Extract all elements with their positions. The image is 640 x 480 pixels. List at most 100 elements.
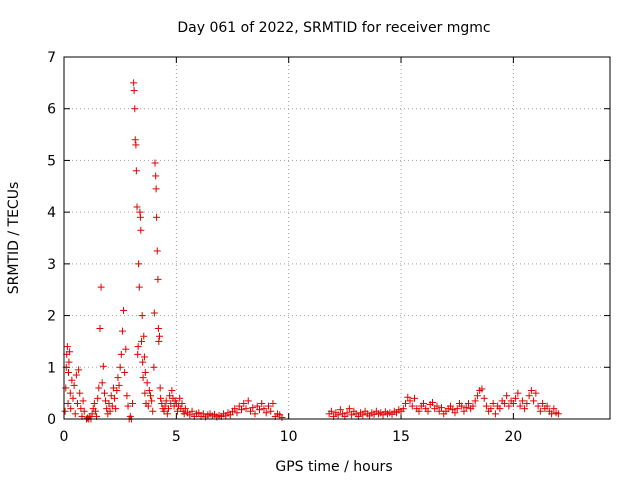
data-point	[334, 411, 342, 419]
data-point	[99, 362, 107, 370]
data-point	[115, 381, 123, 389]
data-point	[226, 411, 234, 419]
data-point	[255, 406, 263, 414]
data-point	[91, 407, 99, 415]
data-point	[131, 105, 139, 113]
data-point	[69, 394, 77, 402]
data-point	[249, 404, 257, 412]
data-point	[489, 399, 497, 407]
data-point	[131, 136, 139, 144]
chart-title: Day 061 of 2022, SRMTID for receiver mgm…	[177, 20, 490, 36]
data-point	[525, 392, 533, 400]
data-point	[478, 385, 486, 393]
data-point	[113, 387, 121, 395]
data-point	[66, 348, 74, 356]
data-point	[514, 389, 522, 397]
data-point	[482, 402, 490, 410]
data-point	[462, 404, 470, 412]
data-point	[111, 394, 119, 402]
data-point	[154, 275, 162, 283]
y-tick-label: 5	[47, 153, 56, 169]
y-axis-label: SRMTID / TECUs	[6, 182, 22, 295]
x-tick-label: 0	[60, 429, 69, 445]
data-point	[151, 159, 159, 167]
data-point	[150, 309, 158, 317]
data-point	[359, 411, 367, 419]
data-point	[135, 283, 143, 291]
data-point	[132, 167, 140, 175]
data-point	[96, 325, 104, 332]
data-point	[129, 399, 137, 407]
data-point	[73, 399, 81, 407]
data-point	[94, 394, 102, 402]
data-point	[186, 411, 194, 419]
data-point	[176, 394, 184, 402]
data-point	[231, 405, 239, 413]
data-point	[428, 398, 436, 406]
data-point	[238, 406, 246, 414]
data-point	[155, 337, 163, 345]
data-point	[420, 399, 428, 407]
data-point	[145, 387, 153, 395]
data-point	[512, 394, 520, 402]
data-point	[240, 399, 248, 407]
data-point	[253, 402, 261, 410]
x-tick-label: 10	[280, 429, 298, 445]
data-point	[71, 410, 79, 418]
y-tick-label: 3	[47, 257, 56, 273]
data-point	[144, 402, 152, 410]
data-point	[76, 389, 84, 397]
data-point	[539, 399, 547, 407]
plot-frame	[63, 56, 611, 420]
data-point	[480, 394, 488, 402]
data-point	[132, 141, 140, 149]
data-point	[258, 399, 266, 407]
data-points	[61, 79, 562, 423]
data-point	[152, 172, 160, 180]
data-point	[244, 397, 252, 405]
data-point	[121, 368, 129, 376]
data-point	[112, 405, 120, 413]
data-point	[70, 381, 78, 389]
data-point	[278, 413, 286, 421]
data-point	[554, 410, 562, 418]
data-point	[72, 371, 80, 379]
data-point	[251, 410, 259, 418]
data-point	[509, 399, 517, 407]
data-point	[149, 407, 157, 415]
x-axis-label: GPS time / hours	[275, 459, 392, 475]
data-point	[180, 410, 188, 418]
data-point	[527, 387, 535, 395]
data-point	[534, 402, 542, 410]
data-point	[181, 405, 189, 413]
data-point	[327, 407, 335, 415]
data-point	[135, 260, 143, 268]
data-point	[150, 363, 158, 371]
data-point	[168, 387, 176, 395]
data-point	[153, 213, 161, 221]
x-tick-label: 15	[392, 429, 410, 445]
data-point	[460, 407, 468, 415]
data-point	[65, 358, 73, 366]
data-point	[123, 392, 131, 400]
data-point	[446, 402, 454, 410]
data-point	[148, 397, 156, 405]
data-point	[532, 389, 540, 397]
data-point	[267, 407, 275, 415]
data-point	[152, 185, 160, 193]
data-point	[536, 407, 544, 415]
y-tick-label: 6	[47, 102, 56, 118]
data-point	[97, 283, 105, 291]
data-point	[521, 405, 529, 413]
data-point	[262, 409, 270, 417]
axis-ticks: 0 1 2 3 4 5 6 7 0 5 10 15 20	[47, 50, 610, 445]
data-point	[548, 410, 556, 418]
y-tick-label: 0	[47, 412, 56, 428]
data-point	[246, 407, 254, 415]
data-point	[62, 384, 70, 392]
data-point	[140, 353, 148, 361]
data-point	[523, 399, 531, 407]
data-point	[433, 402, 441, 410]
data-point	[66, 389, 74, 397]
